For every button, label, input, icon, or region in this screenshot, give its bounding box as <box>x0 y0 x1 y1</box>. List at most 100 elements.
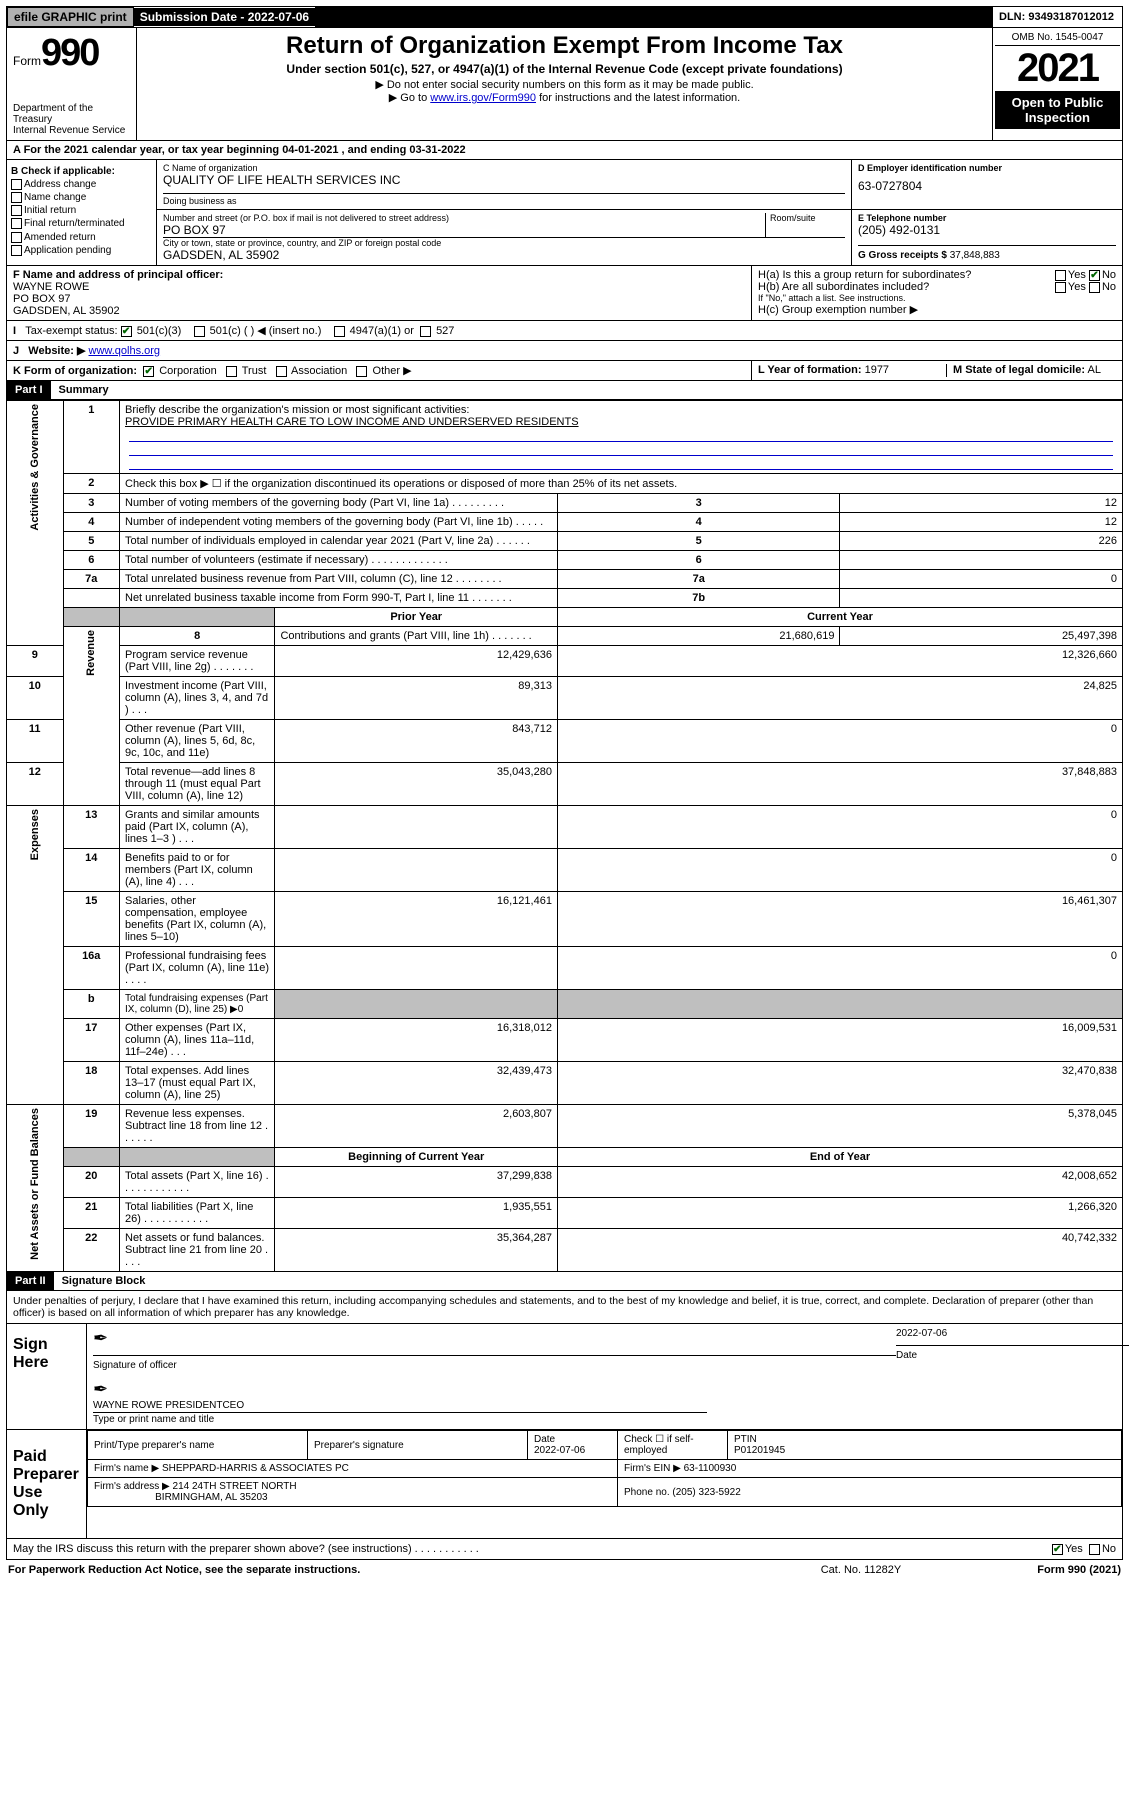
row-k: K Form of organization: ✔ Corporation Tr… <box>7 361 752 380</box>
form-note-url: ▶ Go to www.irs.gov/Form990 for instruct… <box>145 91 984 104</box>
table-row: 3Number of voting members of the governi… <box>7 494 1123 513</box>
omb-number: OMB No. 1545-0047 <box>995 30 1120 46</box>
chk-corp[interactable]: ✔ <box>143 366 154 377</box>
part-ii-label: Part II <box>7 1272 54 1290</box>
preparer-name-hdr: Print/Type preparer's name <box>88 1431 308 1460</box>
firm-ein-row: Firm's EIN ▶ 63-1100930 <box>618 1460 1122 1478</box>
chk-527[interactable] <box>420 326 431 337</box>
part-i-header: Part I Summary <box>6 381 1123 400</box>
firm-phone: (205) 323-5922 <box>672 1487 740 1498</box>
page-footer: For Paperwork Reduction Act Notice, see … <box>6 1560 1123 1580</box>
top-bar: efile GRAPHIC print Submission Date - 20… <box>6 6 1123 28</box>
row-j: J Website: ▶ www.qolhs.org <box>7 341 1122 360</box>
cat-no: Cat. No. 11282Y <box>761 1564 961 1576</box>
table-row: 16aProfessional fundraising fees (Part I… <box>7 947 1123 990</box>
c-name-label: C Name of organization <box>163 163 845 173</box>
firm-ein: 63-1100930 <box>684 1463 737 1474</box>
chk-4947[interactable] <box>334 326 345 337</box>
part-i-label: Part I <box>7 381 51 399</box>
efile-print-button[interactable]: efile GRAPHIC print <box>7 7 134 27</box>
table-row: 14Benefits paid to or for members (Part … <box>7 849 1123 892</box>
room-label: Room/suite <box>765 213 845 237</box>
sig-officer-label: Signature of officer <box>93 1360 896 1371</box>
table-row: 18Total expenses. Add lines 13–17 (must … <box>7 1062 1123 1105</box>
line-2: Check this box ▶ ☐ if the organization d… <box>120 474 1123 494</box>
sig-date: 2022-07-06 <box>896 1328 1116 1339</box>
side-netassets: Net Assets or Fund Balances <box>7 1105 64 1272</box>
part-i-title: Summary <box>51 381 117 399</box>
dba-label: Doing business as <box>163 193 845 206</box>
ein-value: 63-0727804 <box>858 179 1116 193</box>
h-c: H(c) Group exemption number ▶ <box>758 303 1116 316</box>
chk-name-change[interactable]: Name change <box>11 192 152 203</box>
table-row: Net Assets or Fund Balances19Revenue les… <box>7 1105 1123 1148</box>
section-bcde: B Check if applicable: Address change Na… <box>6 160 1123 266</box>
note-post: for instructions and the latest informat… <box>536 92 740 104</box>
org-name: QUALITY OF LIFE HEALTH SERVICES INC <box>163 173 845 187</box>
chk-trust[interactable] <box>226 366 237 377</box>
chk-initial-return[interactable]: Initial return <box>11 205 152 216</box>
sign-here-section: Sign Here ✒ Signature of officer 2022-07… <box>6 1324 1123 1430</box>
chk-501c3[interactable]: ✔ <box>121 326 132 337</box>
side-expenses: Expenses <box>7 806 64 1105</box>
paid-preparer-label: Paid Preparer Use Only <box>7 1430 87 1538</box>
officer-label: F Name and address of principal officer: <box>13 269 223 281</box>
summary-table: Activities & Governance 1 Briefly descri… <box>6 400 1123 1272</box>
h-b: H(b) Are all subordinates included? Yes … <box>758 281 1116 293</box>
box-c-address: Number and street (or P.O. box if mail i… <box>157 210 852 265</box>
chk-address-change[interactable]: Address change <box>11 179 152 190</box>
open-inspection: Open to Public Inspection <box>995 91 1120 129</box>
tax-year: 2021 <box>995 46 1120 91</box>
table-row: Net unrelated business taxable income fr… <box>7 589 1123 608</box>
preparer-date: Date2022-07-06 <box>528 1431 618 1460</box>
line-1: Briefly describe the organization's miss… <box>120 401 1123 474</box>
officer-addr2: GADSDEN, AL 35902 <box>13 305 745 317</box>
table-row: 11Other revenue (Part VIII, column (A), … <box>7 720 1123 763</box>
ptin: PTINP01201945 <box>728 1431 1122 1460</box>
discuss-yes[interactable]: ✔ <box>1052 1544 1063 1555</box>
irs-form990-link[interactable]: www.irs.gov/Form990 <box>430 92 536 104</box>
line-1-num: 1 <box>63 401 120 474</box>
submission-date: Submission Date - 2022-07-06 <box>134 8 315 26</box>
dln-number: DLN: 93493187012012 <box>993 9 1122 25</box>
table-row: bTotal fundraising expenses (Part IX, co… <box>7 990 1123 1019</box>
gross-receipts-label: G Gross receipts $ <box>858 250 947 261</box>
chk-amended-return[interactable]: Amended return <box>11 232 152 243</box>
firm-addr1: 214 24TH STREET NORTH <box>173 1481 297 1492</box>
phone-label: E Telephone number <box>858 213 946 223</box>
officer-printed-name: WAYNE ROWE PRESIDENTCEO <box>93 1400 244 1411</box>
table-row: 6Total number of volunteers (estimate if… <box>7 551 1123 570</box>
table-row: 5Total number of individuals employed in… <box>7 532 1123 551</box>
section-i: I Tax-exempt status: ✔ 501(c)(3) 501(c) … <box>6 321 1123 341</box>
chk-501c[interactable] <box>194 326 205 337</box>
chk-other[interactable] <box>356 366 367 377</box>
paid-preparer-table: Print/Type preparer's name Preparer's si… <box>87 1430 1122 1507</box>
street-address: PO BOX 97 <box>163 223 765 237</box>
part-ii-header: Part II Signature Block <box>6 1272 1123 1291</box>
pra-notice: For Paperwork Reduction Act Notice, see … <box>8 1564 761 1576</box>
h-a: H(a) Is this a group return for subordin… <box>758 269 1116 281</box>
topbar-spacer <box>315 7 993 27</box>
box-f: F Name and address of principal officer:… <box>7 266 752 320</box>
website-link[interactable]: www.qolhs.org <box>89 345 161 357</box>
form-990-footer: Form 990 (2021) <box>961 1564 1121 1576</box>
discuss-no[interactable] <box>1089 1544 1100 1555</box>
chk-assoc[interactable] <box>276 366 287 377</box>
h-b-note: If "No," attach a list. See instructions… <box>758 293 1116 303</box>
firm-phone-row: Phone no. (205) 323-5922 <box>618 1478 1122 1507</box>
city-label: City or town, state or province, country… <box>163 238 845 248</box>
part-ii-title: Signature Block <box>54 1272 154 1290</box>
row-i: I Tax-exempt status: ✔ 501(c)(3) 501(c) … <box>7 321 1122 340</box>
sign-here-body: ✒ Signature of officer 2022-07-06 Date ✒… <box>87 1324 1122 1429</box>
section-klm: K Form of organization: ✔ Corporation Tr… <box>6 361 1123 381</box>
note-pre: ▶ Go to <box>389 92 430 104</box>
chk-app-pending[interactable]: Application pending <box>11 245 152 256</box>
chk-final-return[interactable]: Final return/terminated <box>11 218 152 229</box>
firm-addr-row: Firm's address ▶ 214 24TH STREET NORTH B… <box>88 1478 618 1507</box>
preparer-sig-hdr: Preparer's signature <box>308 1431 528 1460</box>
dept-treasury: Department of the Treasury Internal Reve… <box>13 103 130 136</box>
discuss-row: May the IRS discuss this return with the… <box>6 1539 1123 1560</box>
self-employed-chk[interactable]: Check ☐ if self-employed <box>618 1431 728 1460</box>
addr-label: Number and street (or P.O. box if mail i… <box>163 213 765 223</box>
year-formation: 1977 <box>865 364 889 376</box>
